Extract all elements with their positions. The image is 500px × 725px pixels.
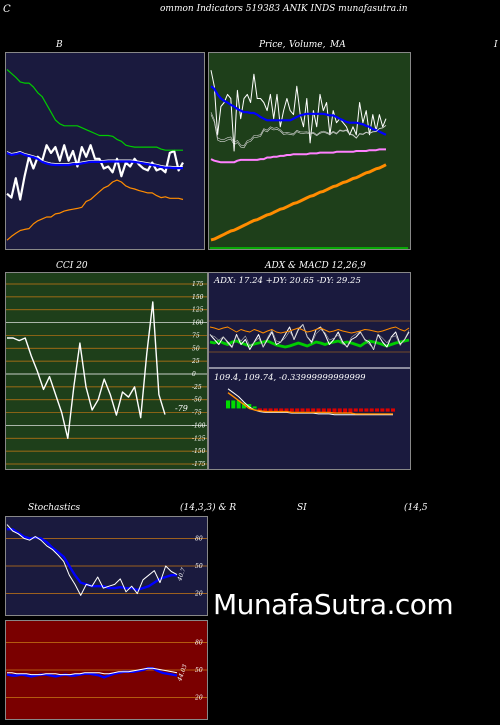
header-glyph-right: I: [494, 40, 498, 50]
stochastics-params: (14,3,3) & R: [180, 503, 237, 513]
macd-histogram-bar: [273, 408, 278, 412]
rsi-tick-label: 20: [194, 695, 203, 702]
stochastics-tick-label: 80: [195, 535, 203, 542]
macd-histogram-bar: [369, 408, 374, 412]
cci-tick-label: -75: [192, 410, 202, 417]
macd-histogram-bar: [327, 408, 332, 413]
price-title-a: Price,: [259, 40, 286, 50]
stochastics-title: Stochastics: [28, 503, 81, 513]
macd-histogram-bar: [391, 408, 395, 412]
macd-histogram-bar: [226, 400, 230, 409]
stochastics-white-line: [6, 524, 178, 596]
macd-histogram-bar: [321, 408, 326, 413]
macd-histogram-bar: [364, 408, 369, 412]
macd-histogram-bar: [236, 400, 241, 409]
cci-tick-label: 0: [192, 371, 196, 378]
macd-histogram-bar: [353, 408, 358, 412]
adx-readout: ADX: 17.24 +DY: 20.65 -DY: 29.25: [214, 276, 361, 286]
cci-panel: 175 150 125 100 75 50 25 0 -25 -50 -75 -100 -125 -150…: [5, 272, 208, 470]
bollinger-green-line: [6, 69, 183, 151]
bollinger-title: B: [56, 40, 63, 50]
cci-tick-label: 175: [192, 281, 204, 288]
macd-histogram-bar: [263, 408, 268, 412]
bollinger-orange-line: [6, 179, 184, 241]
price-panel: [208, 52, 411, 250]
bollinger-panel: [5, 52, 205, 250]
macd-histogram-bar: [284, 408, 289, 412]
cci-tick-label: -25: [192, 384, 202, 391]
rsi-params: (14,5: [404, 503, 428, 513]
cci-tick-label: -175: [192, 461, 206, 468]
cci-tick-label: 75: [192, 332, 200, 339]
macd-histogram-bar: [359, 408, 364, 412]
page-title: ommon Indicators 519383 ANIK INDS munafa…: [160, 4, 408, 14]
adx-title: ADX & MACD 12,26,9: [265, 261, 366, 271]
header-glyph-left: C: [3, 4, 11, 15]
macd-histogram-bar: [295, 408, 300, 412]
price-pink-line: [210, 148, 386, 164]
macd-histogram-bar: [316, 408, 321, 413]
cci-tick-label: -150: [192, 448, 206, 455]
stochastics-panel: 80 50 20 40.7: [5, 516, 208, 616]
macd-histogram-bar: [375, 408, 380, 412]
cci-tick-label: 150: [192, 294, 204, 301]
cci-line: [7, 301, 166, 440]
price-ma-thin-line-2: [210, 112, 387, 146]
cci-title: CCI 20: [56, 261, 88, 271]
macd-histogram-bar: [311, 408, 316, 412]
cci-tick-label: -50: [192, 397, 202, 404]
rsi-white-line: [7, 667, 178, 676]
cci-tick-label: 25: [191, 358, 200, 365]
macd-histogram-bar: [385, 408, 390, 412]
price-title-c: MA: [330, 40, 346, 50]
macd-histogram-bar: [337, 408, 342, 413]
macd-readout: 109.4, 109.74, -0.33999999999999: [214, 373, 366, 383]
price-orange-line: [210, 163, 387, 242]
stochastics-tick-label: 50: [195, 563, 203, 570]
bollinger-blue-edge-line: [6, 151, 183, 167]
macd-histogram-bar: [279, 408, 284, 412]
adx-white-secondary-line: [209, 324, 410, 350]
macd-histogram-bar: [332, 408, 337, 413]
adx-panel: [208, 272, 411, 470]
macd-histogram-bar: [268, 408, 273, 412]
bollinger-blue-line: [6, 151, 183, 170]
rsi-tick-label: 50: [195, 667, 203, 674]
macd-histogram-bar: [300, 408, 305, 412]
cci-tick-label: 100: [192, 320, 204, 327]
price-blue-line: [210, 85, 387, 136]
cci-tick-label: 125: [192, 307, 204, 314]
macd-histogram-bar: [257, 408, 262, 412]
cci-tick-label: 50: [192, 345, 200, 352]
watermark: MunafaSutra.com: [213, 588, 454, 621]
macd-histogram-bar: [343, 408, 348, 413]
macd-histogram-bar: [241, 402, 246, 409]
macd-histogram-bar: [231, 400, 236, 409]
cci-tick-label: -100: [192, 422, 206, 429]
macd-histogram-bar: [380, 408, 385, 412]
price-white-line: [210, 70, 387, 152]
stochastics-last-label: 40.7: [176, 567, 188, 583]
macd-histogram-bar: [289, 408, 294, 412]
cci-last-label: -79: [175, 404, 188, 413]
adx-orange-line: [209, 326, 410, 334]
rsi-title: SI: [297, 503, 307, 513]
macd-histogram-bar: [348, 408, 353, 413]
macd-orange-line: [227, 392, 393, 415]
macd-histogram-bar: [252, 406, 257, 409]
price-ma-thin-line-1: [210, 114, 387, 149]
macd-histogram-bar: [305, 408, 310, 412]
price-title-b: Volume,: [289, 40, 326, 50]
cci-tick-label: -125: [192, 435, 206, 442]
rsi-tick-label: 80: [195, 639, 203, 646]
stochastics-tick-label: 20: [194, 591, 203, 598]
